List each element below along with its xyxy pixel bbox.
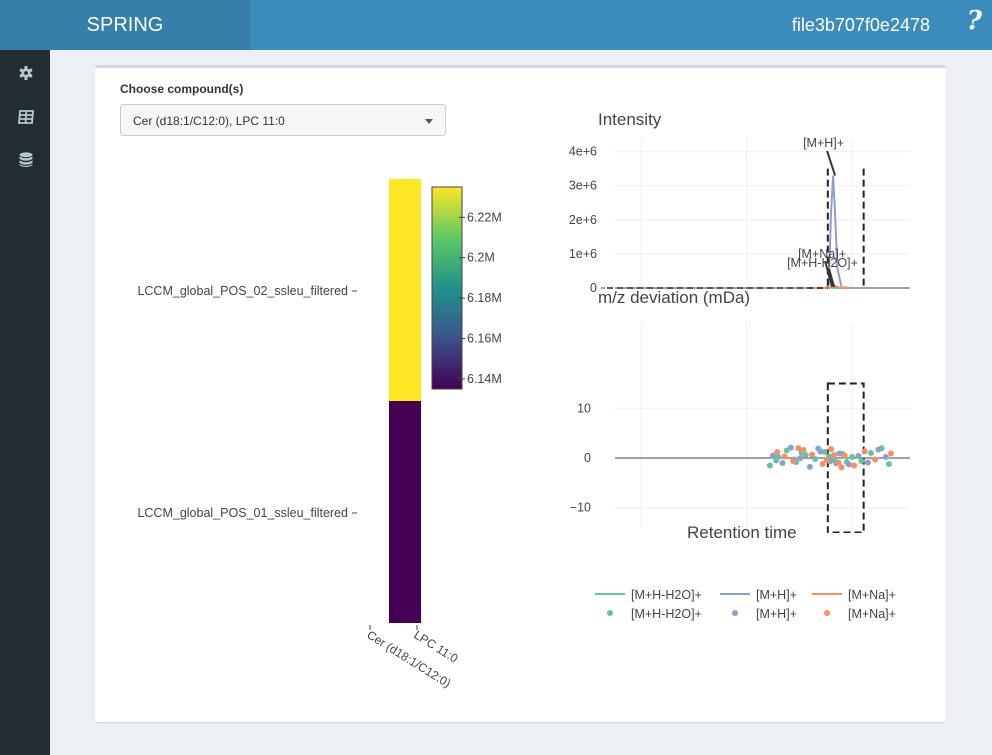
legend-point-label[interactable]: [M+H]+ [756,607,797,621]
deviation-point[interactable] [815,445,822,452]
heatmap-cell[interactable] [389,179,421,401]
deviation-point[interactable] [774,449,781,455]
deviation-point[interactable] [783,447,790,454]
deviation-point[interactable] [861,448,868,455]
annotation-arrow [826,150,837,176]
peak-annotation: [M+H-H2O]+ [787,256,858,270]
colorbar [431,186,463,390]
legend: [M+H-H2O]+ [M+H]+ [M+Na]+ [M+H-H2O]+ [M+H]+ [… [595,588,896,621]
compound-select-label: Choose compound(s) [120,82,244,96]
deviation-point[interactable] [872,456,879,463]
deviation-point[interactable] [888,450,894,457]
deviation-point[interactable] [868,450,874,456]
deviation-point[interactable] [823,457,830,463]
intensity-y-tick: 3e+6 [569,179,597,193]
file-name: file3b707f0e2478 [791,15,930,35]
intensity-title: Intensity [598,110,662,129]
annotation-arrow [828,268,836,288]
table-icon[interactable] [17,108,35,126]
intensity-y-tick: 4e+6 [569,145,597,159]
legend-point-label[interactable]: [M+H-H2O]+ [631,607,702,621]
deviation-y-tick: −10 [570,501,591,515]
peak-annotation: [M+Na]+ [798,247,846,261]
gear-icon[interactable] [17,64,35,82]
heatmap-x-label: Cer (d18:1/C12:0) [364,628,453,691]
deviation-point[interactable] [766,462,773,469]
intensity-series-line[interactable] [809,175,853,289]
deviation-point[interactable] [851,462,858,469]
legend-line-label[interactable]: [M+H-H2O]+ [631,588,702,602]
compound-select-value: Cer (d18:1/C12:0), LPC 11:0 [133,114,285,128]
colorbar-tick-label: 6.16M [467,332,502,346]
deviation-point[interactable] [781,453,788,460]
deviation-point[interactable] [864,459,871,466]
help-icon[interactable]: ? [966,6,982,36]
deviation-point[interactable] [819,461,826,467]
deviation-point[interactable] [845,461,852,468]
deviation-point[interactable] [809,451,815,458]
deviation-point[interactable] [806,463,813,470]
peak-annotation: [M+H]+ [803,136,844,150]
legend-point-swatch [607,610,613,616]
heatmap-chart[interactable]: LCCM_global_POS_02_ssleu_filtered LCCM_gl… [95,163,515,723]
deviation-point[interactable] [770,452,776,459]
deviation-point[interactable] [835,459,842,466]
heatmap-y-label: LCCM_global_POS_01_ssleu_filtered [137,506,348,520]
colorbar-tick-label: 6.18M [467,291,502,305]
deviation-point[interactable] [779,460,786,466]
intensity-y-tick: 1e+6 [569,247,597,261]
colorbar-tick-label: 6.14M [467,372,502,386]
annotation-arrow [824,260,834,287]
deviation-point[interactable] [885,461,892,467]
legend-point-swatch [824,610,830,616]
main-panel: Choose compound(s) Cer (d18:1/C12:0), LP… [95,65,946,722]
legend-point-label[interactable]: [M+Na]+ [848,607,896,621]
intensity-y-tick: 2e+6 [569,213,597,227]
deviation-point[interactable] [787,444,794,451]
database-icon[interactable] [17,151,35,169]
deviation-point[interactable] [800,447,807,453]
mz-deviation-title: m/z deviation (mDa) [598,288,750,307]
deviation-point[interactable] [882,454,889,460]
compound-select[interactable]: Cer (d18:1/C12:0), LPC 11:0 [120,104,446,136]
legend-line-label[interactable]: [M+H]+ [756,588,797,602]
deviation-point[interactable] [828,446,834,453]
heatmap-y-label: LCCM_global_POS_02_ssleu_filtered [137,284,348,298]
deviation-point[interactable] [797,455,804,461]
deviation-point[interactable] [841,452,848,459]
deviation-y-tick: 10 [577,401,591,415]
deviation-point[interactable] [875,446,882,453]
heatmap-cell[interactable] [389,401,421,623]
deviation-point[interactable] [836,450,843,457]
deviation-point[interactable] [790,458,797,464]
deviation-point[interactable] [849,454,856,460]
deviation-point[interactable] [831,452,838,458]
integration-window-box [826,382,865,533]
chevron-down-icon[interactable] [425,119,433,124]
deviation-point[interactable] [858,458,865,464]
sidebar [0,50,50,755]
deviation-point[interactable] [838,464,845,471]
deviation-point[interactable] [795,445,802,452]
app-brand[interactable]: SPRING [0,0,250,50]
deviation-point[interactable] [855,453,862,459]
intensity-y-tick: 0 [590,281,597,295]
legend-line-label[interactable]: [M+Na]+ [848,588,896,602]
deviation-y-tick: 0 [584,451,591,465]
deviation-point[interactable] [812,456,819,462]
intensity-chart[interactable]: Intensity 0 1e+6 2e+6 3e+6 4e+6 [M+H]+ [M+Na]… [550,103,950,343]
colorbar-tick-label: 6.22M [467,210,502,224]
mz-deviation-chart[interactable]: m/z deviation (mDa) 100−10 3 min4 min5 m… [550,283,950,533]
top-navbar: SPRING file3b707f0e2478 ? [0,0,992,50]
legend-point-swatch [732,610,738,616]
colorbar-tick-label: 6.2M [467,251,495,265]
deviation-point[interactable] [773,457,780,464]
x-axis-title: Retention time [687,523,797,542]
